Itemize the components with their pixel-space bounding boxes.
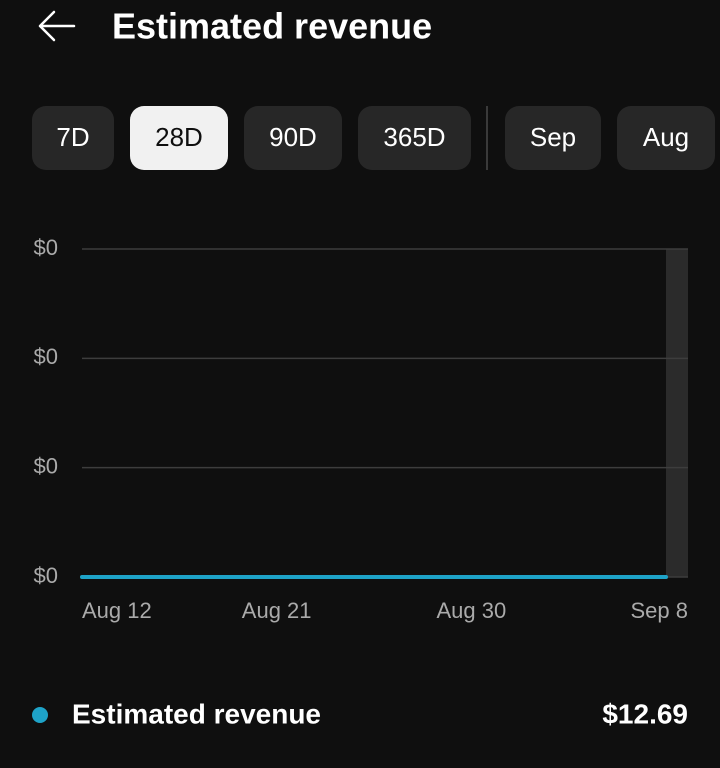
selected-day-highlight (666, 249, 688, 577)
filter-chip[interactable]: 90D (244, 106, 342, 170)
chart: $0 $0 $0 $0 Aug 12 Aug 21 Aug 30 Sep 8 (34, 235, 688, 623)
filter-chip[interactable]: 365D (358, 106, 471, 170)
y-tick-label: $0 (34, 235, 58, 260)
y-tick-label: $0 (34, 344, 58, 369)
x-tick-label: Aug 30 (436, 598, 506, 623)
legend-label: Estimated revenue (72, 698, 321, 729)
chip-label[interactable]: 365D (383, 122, 445, 152)
filter-chip[interactable]: 7D (32, 106, 114, 170)
x-tick-label: Sep 8 (631, 598, 689, 623)
x-tick-label: Aug 21 (242, 598, 312, 623)
y-tick-label: $0 (34, 563, 58, 588)
legend: Estimated revenue $12.69 (32, 698, 688, 729)
chip-background[interactable] (130, 106, 228, 170)
page-title: Estimated revenue (112, 6, 432, 47)
y-tick-label: $0 (34, 453, 58, 478)
chip-label[interactable]: 28D (155, 122, 203, 152)
x-tick-label: Aug 12 (82, 598, 152, 623)
filter-chip[interactable]: 28D (130, 106, 228, 170)
legend-dot (32, 707, 48, 723)
chip-background[interactable] (505, 106, 601, 170)
filter-chip[interactable]: Aug (617, 106, 715, 170)
chip-background[interactable] (617, 106, 715, 170)
chip-background[interactable] (32, 106, 114, 170)
legend-total: $12.69 (602, 698, 688, 729)
chip-label[interactable]: Sep (530, 122, 576, 152)
chip-label[interactable]: 90D (269, 122, 317, 152)
chip-label[interactable]: 7D (56, 122, 89, 152)
chip-background[interactable] (358, 106, 471, 170)
back-button[interactable] (38, 10, 76, 42)
chip-label[interactable]: Aug (643, 122, 689, 152)
chip-background[interactable] (244, 106, 342, 170)
chip-row: 7D 28D 90D 365D Sep Aug (32, 106, 715, 170)
filter-chip[interactable]: Sep (505, 106, 601, 170)
back-arrow[interactable] (38, 10, 76, 42)
